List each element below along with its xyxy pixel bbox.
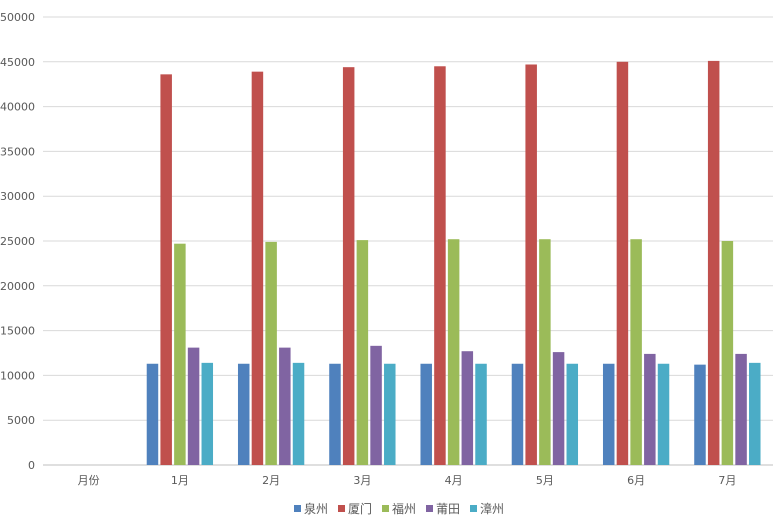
x-tick-label: 5月 (536, 474, 554, 487)
legend-swatch (470, 505, 477, 512)
legend-item-厦门: 厦门 (338, 501, 372, 516)
bar-漳州-5月 (566, 363, 579, 465)
bar-泉州-4月 (420, 363, 432, 465)
legend-swatch (294, 505, 301, 512)
y-tick-label: 10000 (0, 369, 35, 382)
y-tick-label: 50000 (0, 11, 35, 24)
y-tick-label: 5000 (7, 414, 35, 427)
legend-swatch (382, 505, 389, 512)
bar-厦门-5月 (525, 64, 537, 465)
legend: 泉州 厦门 福州 莆田 漳州 (294, 501, 504, 516)
x-tick-label: 6月 (627, 474, 645, 487)
bar-厦门-2月 (251, 71, 264, 465)
x-axis-tick-labels: 月份 1月 2月 3月 4月 5月 6月 7月 (78, 474, 737, 487)
bar-厦门-4月 (434, 66, 446, 465)
bar-漳州-3月 (384, 363, 396, 465)
bar-莆田-1月 (187, 347, 200, 465)
legend-swatch (426, 505, 433, 512)
y-tick-label: 0 (28, 459, 35, 472)
bar-厦门-3月 (342, 67, 355, 466)
bar-福州-5月 (539, 239, 551, 465)
bar-漳州-2月 (292, 362, 305, 465)
y-tick-label: 30000 (0, 190, 35, 203)
y-tick-label: 20000 (0, 280, 35, 293)
bar-福州-6月 (630, 239, 642, 465)
bar-泉州-2月 (237, 363, 250, 465)
bar-泉州-1月 (146, 363, 159, 465)
bar-莆田-2月 (279, 347, 291, 465)
legend-label: 漳州 (480, 501, 504, 516)
y-tick-label: 40000 (0, 101, 35, 114)
bar-莆田-5月 (552, 352, 565, 465)
bar-漳州-7月 (749, 362, 761, 465)
bar-泉州-3月 (329, 363, 341, 465)
x-tick-label: 4月 (445, 474, 463, 487)
legend-item-福州: 福州 (382, 501, 416, 516)
bar-漳州-4月 (475, 363, 487, 465)
bar-福州-3月 (356, 240, 369, 465)
bar-福州-7月 (721, 241, 734, 465)
legend-item-漳州: 漳州 (470, 501, 504, 516)
legend-label: 泉州 (304, 502, 328, 516)
bar-福州-1月 (174, 243, 186, 465)
bar-漳州-6月 (657, 363, 670, 465)
x-tick-label: 3月 (353, 474, 371, 487)
bar-厦门-6月 (616, 61, 629, 466)
y-axis-tick-labels: 0 5000 10000 15000 20000 25000 30000 35000 40000… (0, 11, 35, 472)
y-tick-label: 45000 (0, 56, 35, 69)
legend-item-莆田: 莆田 (426, 502, 460, 516)
y-tick-label: 25000 (0, 235, 35, 248)
bar-莆田-7月 (735, 353, 747, 465)
x-tick-label: 月份 (78, 474, 100, 487)
legend-label: 福州 (392, 501, 416, 516)
x-tick-label: 1月 (171, 474, 189, 487)
legend-label: 莆田 (436, 502, 460, 516)
legend-swatch (338, 505, 345, 512)
bar-泉州-7月 (694, 364, 706, 465)
x-tick-label: 7月 (718, 474, 736, 487)
bar-漳州-1月 (201, 362, 214, 465)
bar-莆田-3月 (370, 345, 382, 465)
legend-label: 厦门 (348, 501, 372, 516)
bar-厦门-1月 (160, 74, 172, 466)
bar-莆田-4月 (461, 351, 474, 465)
bar-厦门-7月 (707, 60, 720, 466)
bar-福州-4月 (447, 239, 460, 465)
x-tick-label: 2月 (262, 474, 280, 487)
legend-item-泉州: 泉州 (294, 502, 328, 516)
bar-泉州-6月 (602, 363, 615, 465)
bar-福州-2月 (265, 241, 277, 465)
bars (146, 60, 761, 466)
y-tick-label: 35000 (0, 145, 35, 158)
bar-莆田-6月 (644, 353, 656, 465)
bar-泉州-5月 (511, 363, 524, 465)
y-tick-label: 15000 (0, 325, 35, 338)
